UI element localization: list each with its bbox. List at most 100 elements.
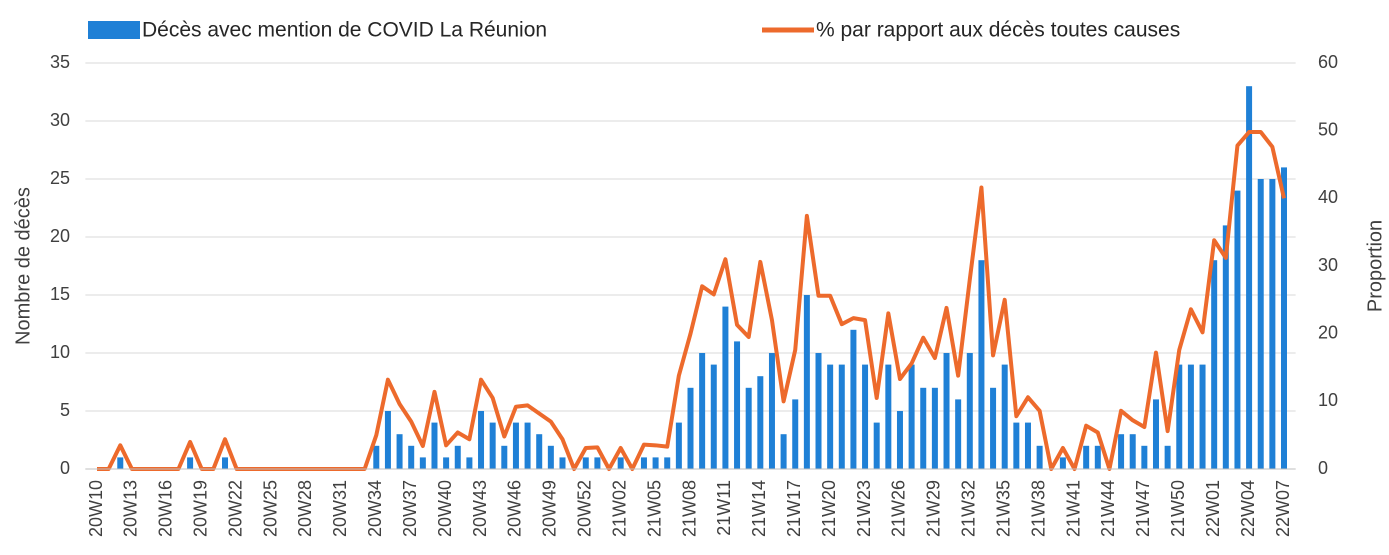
y-tick-label: 0 [60,458,70,478]
bar [780,434,787,469]
bar [908,364,915,469]
bar [117,457,124,469]
x-tick-label: 20W10 [86,480,106,537]
bar [1001,364,1008,469]
bar [1222,225,1229,469]
bar [547,445,554,469]
bar [512,422,519,469]
legend-label: Décès avec mention de COVID La Réunion [142,19,547,42]
bar [466,457,473,469]
bar [1211,260,1218,469]
x-tick-label: 21W47 [1133,480,1153,537]
bar [850,329,857,469]
bar [873,422,880,469]
x-tick-label: 20W13 [121,480,141,537]
legend-swatch [88,21,140,39]
bar [431,422,438,469]
x-tick-label: 21W05 [644,480,664,537]
x-tick-label: 20W49 [540,480,560,537]
bar [1118,434,1125,469]
x-tick-label: 20W16 [156,480,176,537]
bar [640,457,647,469]
bar [1281,167,1287,469]
x-tick-label: 20W28 [295,480,315,537]
bar [803,295,810,469]
y-tick-label: 20 [50,226,70,246]
y2-tick-label: 0 [1318,458,1328,478]
y2-tick-label: 30 [1318,255,1338,275]
bar [815,353,822,469]
bar [419,457,426,469]
bar [489,422,496,469]
y2-tick-label: 50 [1318,119,1338,139]
bar [1234,190,1241,469]
bar [408,445,415,469]
x-tick-label: 20W19 [190,480,210,537]
bar [745,387,752,469]
y2-tick-label: 60 [1318,52,1338,72]
bar [734,341,741,469]
bar [1164,445,1171,469]
x-tick-label: 21W50 [1168,480,1188,537]
bar [187,457,194,469]
bar [582,457,589,469]
bar [664,457,671,469]
bar [222,457,229,469]
x-tick-label: 21W41 [1063,480,1083,537]
bar [710,364,717,469]
bar [384,411,391,469]
bar [920,387,927,469]
bar [896,411,903,469]
x-tick-label: 20W34 [365,480,385,537]
x-tick-label: 20W46 [505,480,525,537]
bar [559,457,566,469]
bar [396,434,403,469]
bar [1094,445,1101,469]
x-tick-label: 22W01 [1203,480,1223,537]
bar [675,422,682,469]
x-tick-label: 20W40 [435,480,455,537]
x-tick-label: 22W04 [1238,480,1258,537]
bar [652,457,659,469]
bar [827,364,834,469]
x-tick-label: 21W44 [1098,480,1118,537]
x-tick-label: 21W20 [819,480,839,537]
bar [757,376,764,469]
bar [1257,179,1264,469]
bar [943,353,950,469]
bar [1141,445,1148,469]
bar [501,445,508,469]
bar [955,399,962,469]
bar [1036,445,1043,469]
bar [1083,445,1090,469]
x-tick-label: 21W11 [714,480,734,536]
bar [768,353,775,469]
x-tick-label: 20W25 [260,480,280,537]
x-tick-label: 20W52 [575,480,595,537]
legend-label: % par rapport aux décès toutes causes [816,19,1180,42]
y2-tick-label: 20 [1318,322,1338,342]
y-tick-label: 30 [50,110,70,130]
bar [862,364,869,469]
bar [373,445,380,469]
bar [931,387,938,469]
x-tick-label: 21W08 [679,480,699,537]
bar [617,457,624,469]
bar [478,411,485,469]
x-tick-label: 21W29 [924,480,944,537]
bar [1176,364,1183,469]
bar [978,260,985,469]
y2-tick-label: 10 [1318,390,1338,410]
bar [1013,422,1020,469]
y-tick-label: 15 [50,284,70,304]
bar [1199,364,1206,469]
bar [1246,86,1253,469]
bar [885,364,892,469]
x-tick-label: 20W37 [400,480,420,537]
x-tick-label: 20W22 [225,480,245,537]
y2-axis-label: Proportion [1364,220,1386,312]
x-tick-label: 21W02 [609,480,629,537]
y-tick-label: 5 [60,400,70,420]
bar [1129,434,1136,469]
